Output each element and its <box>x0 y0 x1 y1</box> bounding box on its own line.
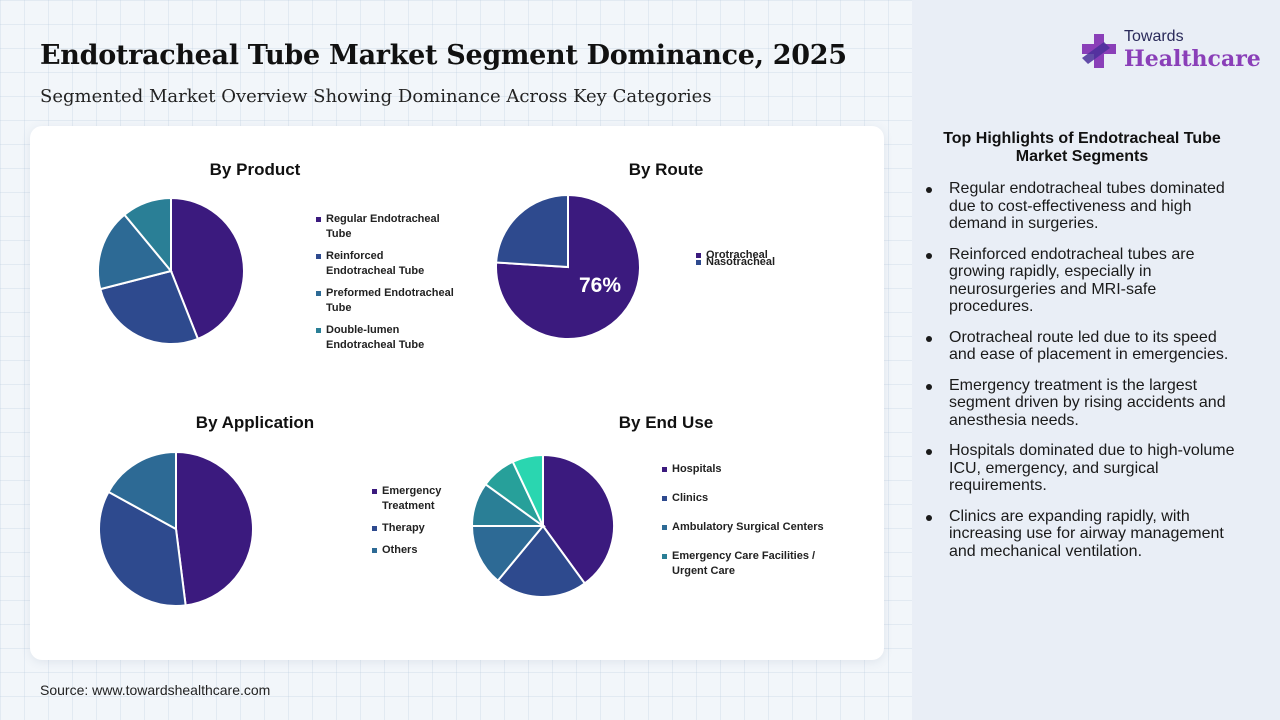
legend-swatch <box>372 526 377 531</box>
highlights-panel <box>912 0 1280 720</box>
bullet-icon <box>926 252 932 259</box>
legend-item: Emergency Care Facilities / Urgent Care <box>662 549 842 579</box>
legend-swatch <box>662 525 667 530</box>
highlight-text: Emergency treatment is the largest segme… <box>949 376 1226 429</box>
legend-swatch <box>662 554 667 559</box>
legend-swatch <box>316 328 321 333</box>
legend-swatch <box>316 291 321 296</box>
bullet-icon <box>926 449 932 455</box>
legend-product: Regular Endotracheal Tube Reinforced Endo… <box>316 212 456 360</box>
legend-label: Therapy <box>382 522 425 534</box>
medical-cross-icon <box>1082 34 1116 68</box>
legend-label: Emergency Treatment <box>382 485 442 512</box>
legend-label: Double-lumen Endotracheal Tube <box>326 324 425 351</box>
pie-route: 76% <box>495 193 641 340</box>
highlight-text: Reinforced endotracheal tubes are growin… <box>949 245 1195 316</box>
highlight-text: Orotracheal route led due to its speed a… <box>949 328 1229 364</box>
legend-item: Clinics <box>662 491 842 506</box>
pie-product <box>97 196 245 345</box>
legend-label: Emergency Care Facilities / Urgent Care <box>672 550 816 577</box>
legend-swatch <box>372 489 377 494</box>
page-title: Endotracheal Tube Market Segment Dominan… <box>40 40 847 71</box>
legend-item: Orotracheal <box>696 248 836 263</box>
highlight-item: Hospitals dominated due to high-volume I… <box>922 442 1242 495</box>
pie-application <box>98 450 254 607</box>
pie-slice <box>107 450 177 531</box>
legend-item: Reinforced Endotracheal Tube <box>316 249 456 279</box>
highlight-item: Emergency treatment is the largest segme… <box>922 377 1242 430</box>
legend-end-use: Hospitals Clinics Ambulatory Surgical Cent… <box>662 462 842 593</box>
legend-label: Orotracheal <box>706 249 768 261</box>
pie-data-label: 76% <box>579 274 621 297</box>
legend-label: Clinics <box>672 492 709 504</box>
legend-swatch <box>662 496 667 501</box>
bullet-icon <box>926 383 932 390</box>
legend-item: Double-lumen Endotracheal Tube <box>316 323 456 353</box>
legend-swatch <box>316 217 321 222</box>
pie-slice <box>98 490 187 607</box>
legend-item: Hospitals <box>662 462 842 477</box>
page-subtitle: Segmented Market Overview Showing Domina… <box>40 86 712 107</box>
legend-item: Therapy <box>372 521 462 536</box>
highlight-item: Regular endotracheal tubes dominated due… <box>922 180 1242 233</box>
brand-logo: Towards Healthcare <box>1080 28 1261 78</box>
legend-swatch <box>316 254 321 259</box>
legend-label: Regular Endotracheal Tube <box>326 213 440 240</box>
pie-slice <box>511 453 544 527</box>
highlight-item: Reinforced endotracheal tubes are growin… <box>922 246 1242 316</box>
highlight-item: Clinics are expanding rapidly, with incr… <box>922 508 1242 561</box>
legend-swatch <box>662 467 667 472</box>
legend-route: Orotracheal Nasotracheal <box>696 248 836 268</box>
logo-text-big: Healthcare <box>1124 46 1261 72</box>
legend-item: Regular Endotracheal Tube <box>316 212 456 242</box>
logo-text-small: Towards <box>1124 28 1184 45</box>
legend-item: Preformed Endotracheal Tube <box>316 286 456 316</box>
chart-title-application: By Application <box>195 413 315 432</box>
pie-slice <box>170 196 245 341</box>
pie-slice <box>470 525 546 583</box>
highlight-item: Orotracheal route led due to its speed a… <box>922 329 1242 364</box>
pie-slice <box>97 213 173 291</box>
legend-item: Emergency Treatment <box>372 484 462 514</box>
legend-label: Hospitals <box>672 463 722 475</box>
chart-title-product: By Product <box>209 160 301 179</box>
pie-slice <box>123 196 172 274</box>
highlight-text: Hospitals dominated due to high-volume I… <box>949 442 1235 494</box>
pie-slice <box>496 524 587 598</box>
highlight-text: Regular endotracheal tubes dominated due… <box>949 180 1225 232</box>
pie-end-use <box>470 453 615 598</box>
legend-label: Preformed Endotracheal Tube <box>326 287 454 314</box>
legend-swatch <box>372 548 377 553</box>
highlight-text: Clinics are expanding rapidly, with incr… <box>949 507 1224 560</box>
legend-swatch <box>696 260 701 265</box>
pie-slice <box>99 269 200 345</box>
legend-application: Emergency Treatment Therapy Others <box>372 484 462 565</box>
bullet-icon <box>926 335 932 342</box>
pie-slice <box>542 453 615 585</box>
legend-item: Ambulatory Surgical Centers <box>662 520 842 535</box>
pie-slice <box>175 450 254 607</box>
legend-item: Others <box>372 543 462 558</box>
legend-item: Nasotracheal <box>696 255 836 270</box>
chart-title-route: By Route <box>628 160 704 179</box>
chart-title-end-use: By End Use <box>618 413 714 432</box>
legend-label: Reinforced Endotracheal Tube <box>326 250 425 277</box>
bullet-icon <box>926 187 932 193</box>
pie-slice <box>495 193 569 269</box>
legend-label: Ambulatory Surgical Centers <box>672 521 824 533</box>
highlights-heading: Top Highlights of Endotracheal Tube Mark… <box>943 130 1221 165</box>
bullet-icon <box>926 514 932 521</box>
highlights-list: Regular endotracheal tubes dominated due… <box>922 180 1242 573</box>
legend-swatch <box>696 253 701 258</box>
source-note: Source: www.towardshealthcare.com <box>40 682 271 698</box>
legend-label: Others <box>382 544 418 556</box>
legend-label: Nasotracheal <box>706 256 776 268</box>
